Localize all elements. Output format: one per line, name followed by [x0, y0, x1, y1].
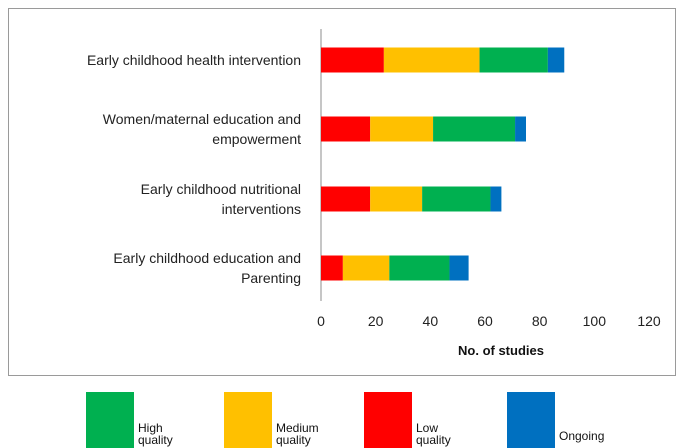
- legend-label: High quality: [138, 422, 218, 446]
- category-label-2-line-2: empowerment: [212, 131, 301, 147]
- stacked-bar-chart: Early childhood health intervention Women…: [87, 29, 661, 358]
- legend-label-line: quality: [138, 433, 173, 447]
- bar-3-low-quality: [321, 186, 371, 212]
- category-label-3-line-1: Early childhood nutritional: [141, 181, 301, 197]
- x-tick-20: 20: [368, 313, 384, 329]
- bar-3-ongoing: [490, 186, 502, 212]
- legend-label-line: quality: [276, 433, 311, 447]
- legend: High quality Medium quality Low quality Ongoin…: [0, 392, 686, 448]
- bar-1-low-quality: [321, 47, 384, 73]
- legend-label-line: Medium: [276, 421, 319, 435]
- bar-4-low-quality: [321, 255, 343, 281]
- x-tick-0: 0: [317, 313, 325, 329]
- category-label-2-line-1: Women/maternal education and: [103, 111, 301, 127]
- legend-label-line: High: [138, 421, 163, 435]
- x-tick-60: 60: [477, 313, 493, 329]
- chart-frame: Early childhood health intervention Women…: [8, 8, 676, 376]
- legend-swatch: [507, 392, 555, 448]
- x-tick-40: 40: [423, 313, 439, 329]
- bar-3-medium-quality: [370, 186, 423, 212]
- bar-2-medium-quality: [370, 116, 434, 142]
- category-label-4-line-2: Parenting: [241, 270, 301, 286]
- legend-label: Ongoing: [559, 430, 639, 442]
- category-label-4: Early childhood education and Parenting: [113, 250, 301, 286]
- category-label-2: Women/maternal education and empowerment: [103, 111, 301, 147]
- bar-4-ongoing: [449, 255, 469, 281]
- bar-1-medium-quality: [383, 47, 480, 73]
- category-label-3: Early childhood nutritional interventions: [141, 181, 301, 217]
- legend-label: Medium quality: [276, 422, 356, 446]
- legend-label-line: quality: [416, 433, 451, 447]
- bar-2-low-quality: [321, 116, 371, 142]
- legend-label-line: Ongoing: [559, 429, 605, 443]
- bar-3-high-quality: [422, 186, 491, 212]
- bar-1-ongoing: [547, 47, 565, 73]
- category-label-3-line-2: interventions: [222, 201, 301, 217]
- category-label-4-line-1: Early childhood education and: [113, 250, 301, 266]
- legend-label-line: Low: [416, 421, 439, 435]
- bar-4-medium-quality: [342, 255, 390, 281]
- bar-2-ongoing: [515, 116, 526, 142]
- legend-swatch: [224, 392, 272, 448]
- legend-swatch: [86, 392, 134, 448]
- x-tick-100: 100: [583, 313, 607, 329]
- bar-4-high-quality: [389, 255, 450, 281]
- x-tick-80: 80: [532, 313, 548, 329]
- bar-2-high-quality: [433, 116, 516, 142]
- category-label-1-line-1: Early childhood health intervention: [87, 52, 301, 68]
- x-tick-120: 120: [637, 313, 661, 329]
- legend-label: Low quality: [416, 422, 496, 446]
- bar-1-high-quality: [479, 47, 548, 73]
- x-axis-title: No. of studies: [458, 343, 544, 358]
- legend-swatch: [364, 392, 412, 448]
- category-label-1: Early childhood health intervention: [87, 52, 301, 68]
